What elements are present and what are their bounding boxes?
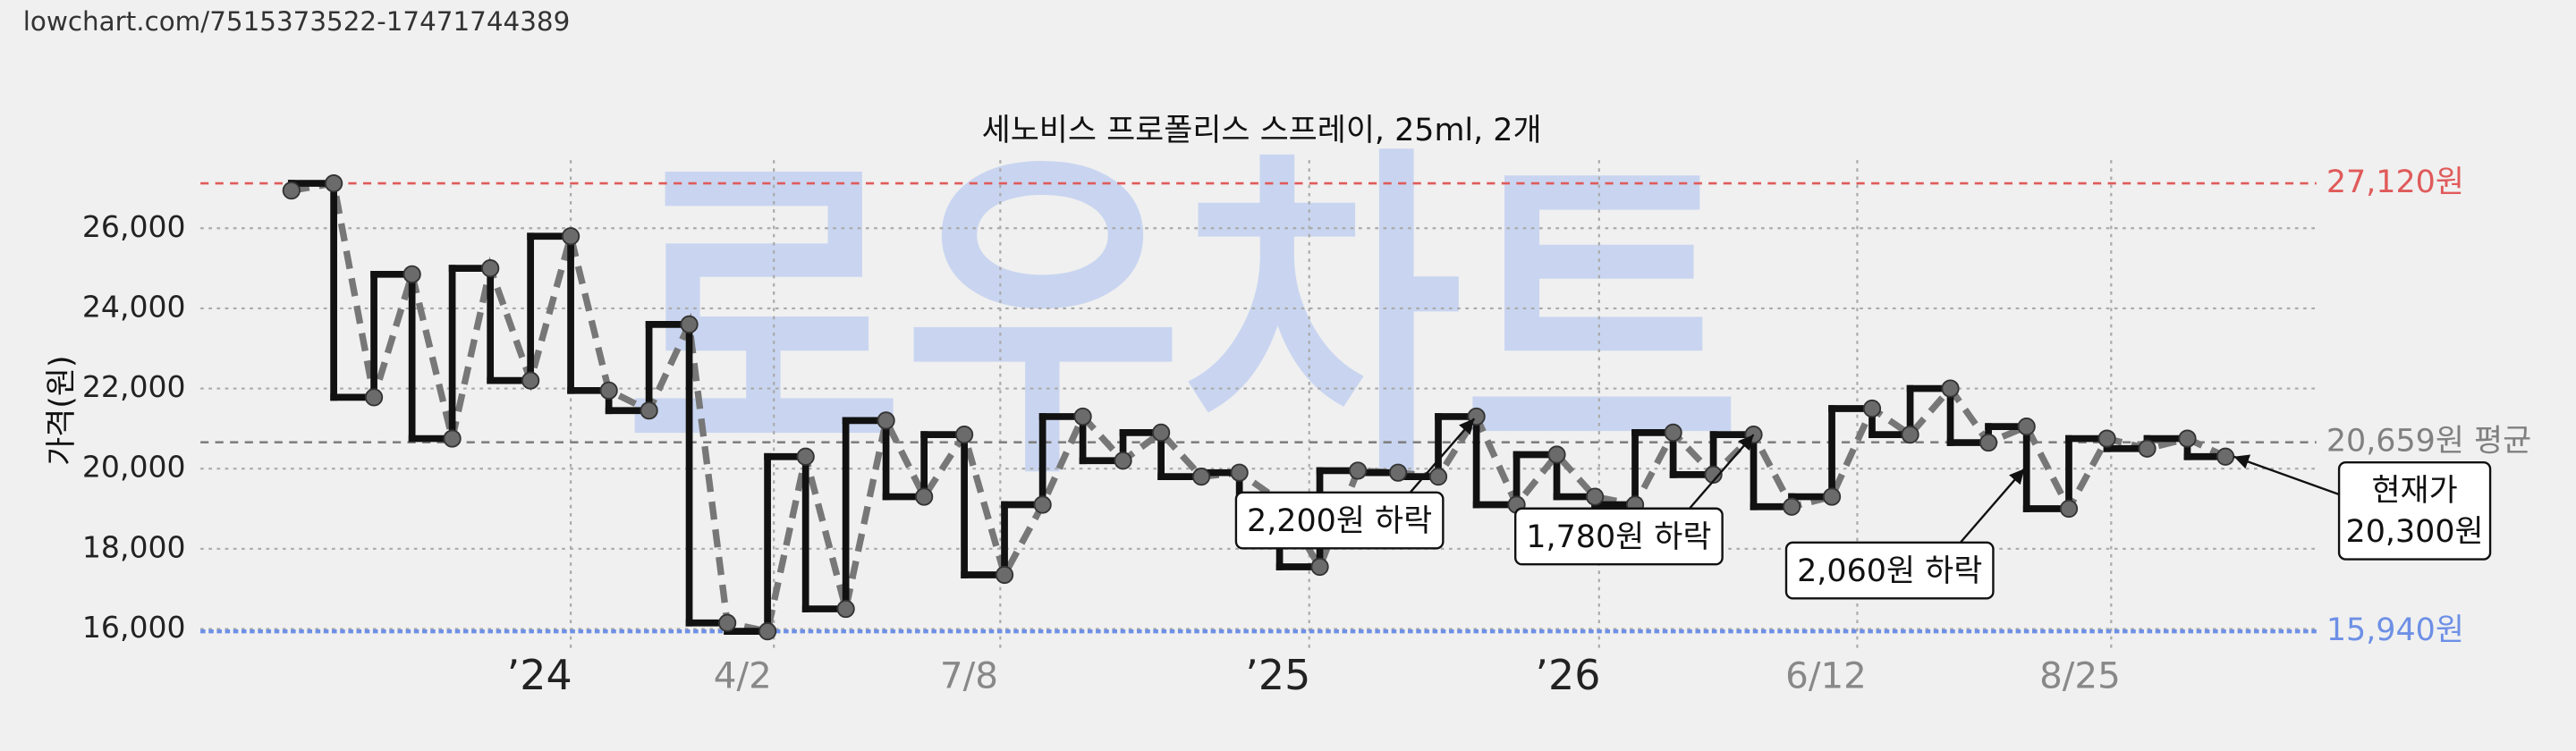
annotation-box: [1513, 507, 1724, 566]
price-point: [1979, 433, 1998, 452]
x-tick-label: ’25: [1245, 651, 1310, 699]
price-point: [1191, 468, 1211, 486]
price-point: [364, 388, 384, 407]
annotation-text: 1,780원 하락: [1526, 519, 1711, 555]
price-point: [481, 258, 500, 278]
reference-label: 27,120원: [2326, 165, 2464, 200]
price-point: [955, 425, 974, 444]
annotation-arrow: [2233, 454, 2340, 496]
price-point: [1114, 451, 1132, 470]
annotation-box: [2337, 460, 2492, 561]
price-point: [640, 401, 658, 420]
annotation-box: [1784, 541, 1995, 600]
price-point: [599, 381, 618, 400]
price-point: [1428, 468, 1448, 486]
price-point: [995, 565, 1014, 585]
price-point: [758, 622, 777, 641]
price-point: [915, 487, 934, 506]
y-tick-label: 24,000: [82, 289, 186, 324]
y-tick-label: 26,000: [82, 209, 186, 244]
price-point: [718, 613, 737, 632]
price-point: [1901, 425, 1919, 444]
price-point: [1152, 423, 1171, 442]
chart-title: 세노비스 프로폴리스 스프레이, 25ml, 2개: [982, 113, 1542, 148]
x-tick-label: ’26: [1535, 651, 1600, 699]
price-point: [680, 315, 699, 333]
price-point: [2216, 447, 2235, 466]
x-tick-label: 4/2: [714, 654, 772, 697]
price-point: [1388, 463, 1408, 482]
y-tick-label: 16,000: [82, 610, 186, 645]
reference-label: 20,659원 평균: [2326, 424, 2531, 460]
price-point: [1782, 497, 1801, 516]
annotation-arrow: [1409, 418, 1476, 494]
y-tick-label: 20,000: [82, 450, 186, 485]
price-point: [402, 265, 421, 283]
price-point: [1073, 407, 1092, 426]
y-tick-label: 18,000: [82, 529, 186, 564]
price-point: [836, 599, 855, 619]
price-point: [1310, 557, 1329, 577]
price-point: [1585, 487, 1605, 506]
price-point: [282, 181, 301, 200]
y-tick-label: 22,000: [82, 369, 186, 404]
price-point: [521, 371, 540, 390]
price-point: [561, 227, 580, 246]
x-tick-label: 7/8: [940, 654, 998, 697]
price-point: [325, 173, 343, 193]
y-axis-label: 가격(원): [44, 355, 80, 465]
x-tick-label: 8/25: [2039, 654, 2121, 697]
reference-label: 15,940원: [2326, 612, 2464, 648]
price-point: [2138, 439, 2157, 458]
price-point: [796, 447, 815, 466]
annotation-text: 2,060원 하락: [1797, 553, 1982, 589]
price-point: [1547, 445, 1566, 464]
x-tick-label: ’24: [507, 651, 572, 699]
price-point: [1664, 423, 1682, 442]
price-point: [877, 411, 895, 430]
annotation-text: 현재가: [2371, 473, 2457, 509]
annotation-text: 20,300원: [2346, 514, 2484, 550]
annotation-arrow: [1959, 468, 2026, 544]
price-point: [1704, 465, 1723, 485]
price-point: [1349, 461, 1368, 480]
price-point: [2178, 429, 2197, 448]
price-point: [1941, 379, 1960, 398]
price-point: [443, 429, 462, 448]
price-point: [1033, 495, 1052, 514]
price-point: [1230, 463, 1249, 482]
x-tick-label: 6/12: [1785, 654, 1867, 697]
annotation-arrow: [1688, 434, 1755, 510]
annotation-text: 2,200원 하락: [1247, 503, 1432, 539]
price-point: [2017, 418, 2036, 436]
annotation-box: [1234, 491, 1445, 550]
price-point: [1862, 399, 1882, 418]
url: lowchart.com/7515373522-17471744389: [23, 6, 571, 37]
price-point: [1822, 487, 1842, 506]
price-point: [2097, 429, 2116, 448]
price-point: [2059, 499, 2079, 519]
